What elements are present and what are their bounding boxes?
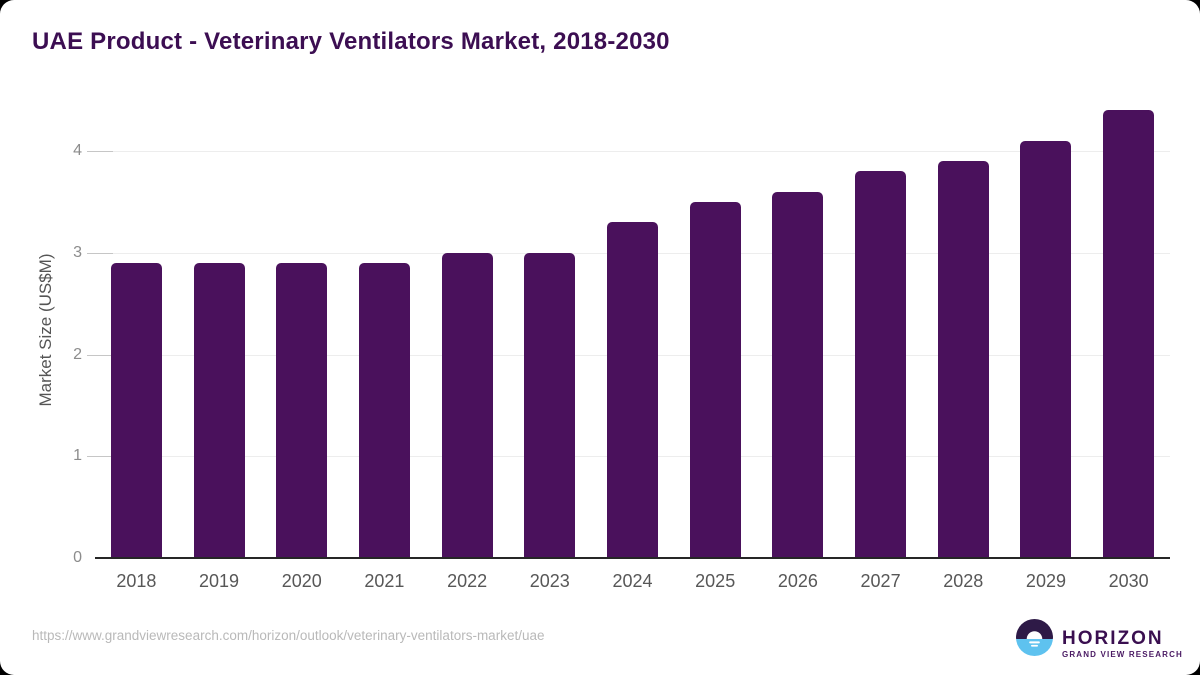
y-axis-label: Market Size (US$M) [36, 253, 55, 407]
bar-2028[interactable] [937, 161, 989, 558]
y-tick-mark [87, 151, 113, 152]
bar-2020[interactable] [276, 262, 328, 558]
logo-secondary-text: GRAND VIEW RESEARCH [1062, 650, 1183, 659]
x-tick-label: 2021 [364, 571, 405, 591]
bar-2027[interactable] [855, 171, 907, 558]
y-tick-mark [87, 456, 113, 458]
bar-2024[interactable] [607, 222, 658, 558]
bar-2019[interactable] [193, 262, 245, 558]
bar-2021[interactable] [358, 262, 410, 558]
x-tick-label: 2030 [1108, 571, 1149, 591]
x-tick-label: 2025 [695, 571, 736, 591]
bar-2025[interactable] [689, 201, 741, 558]
y-tick-label: 0 [73, 549, 82, 566]
x-tick-label: 2027 [860, 571, 901, 591]
x-tick-label: 2026 [777, 571, 818, 591]
x-tick-label: 2028 [943, 571, 984, 591]
y-tick-label: 3 [73, 243, 82, 261]
logo-primary-text: HORIZON [1062, 628, 1164, 649]
x-tick-label: 2019 [199, 571, 240, 591]
bar-2018[interactable] [110, 262, 162, 558]
horizon-sun-icon [1016, 619, 1053, 661]
x-tick-label: 2029 [1025, 571, 1066, 591]
logo-text: HORIZON GRAND VIEW RESEARCH [1062, 619, 1183, 659]
x-tick-label: 2023 [529, 571, 570, 591]
x-tick-label: 2020 [281, 571, 322, 591]
source-url: https://www.grandviewresearch.com/horizo… [32, 628, 545, 643]
gridline [95, 151, 1170, 152]
x-tick-label: 2018 [116, 571, 157, 591]
page-title: UAE Product - Veterinary Ventilators Mar… [32, 28, 670, 55]
x-axis-line [95, 557, 1170, 559]
bar-2023[interactable] [524, 252, 576, 558]
x-tick-label: 2024 [612, 571, 653, 591]
y-tick-label: 4 [73, 142, 82, 159]
y-tick-label: 1 [73, 447, 82, 465]
bar-2022[interactable] [441, 252, 493, 558]
y-tick-mark [87, 354, 113, 356]
bar-2029[interactable] [1020, 140, 1072, 558]
horizon-logo: HORIZON GRAND VIEW RESEARCH [1016, 619, 1183, 661]
x-tick-label: 2022 [447, 571, 488, 591]
y-tick-label: 2 [73, 345, 82, 363]
bar-2026[interactable] [772, 191, 824, 558]
bar-2030[interactable] [1103, 110, 1155, 558]
y-tick-mark [87, 252, 113, 254]
